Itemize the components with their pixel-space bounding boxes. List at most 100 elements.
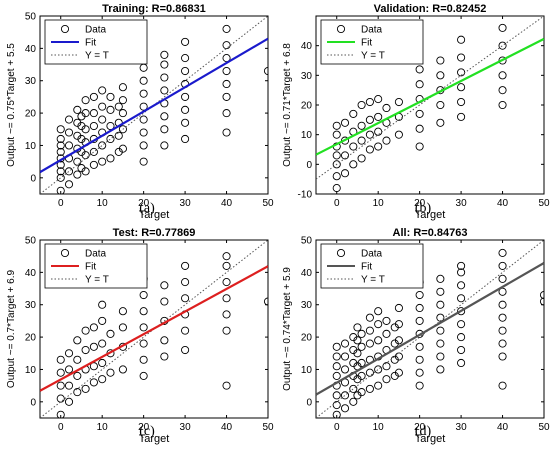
data-point: [498, 71, 507, 80]
data-point: [457, 345, 466, 355]
data-point: [64, 128, 74, 137]
data-point: [340, 352, 350, 361]
data-point: [374, 307, 383, 316]
chart-title: Training: R=0.86831: [102, 3, 206, 15]
data-point: [415, 381, 424, 390]
data-point: [98, 375, 107, 384]
data-point: [89, 92, 98, 101]
data-point: [332, 151, 341, 160]
data-point: [357, 342, 366, 351]
y-tick-label: 50: [25, 12, 37, 23]
data-point: [118, 365, 127, 374]
data-point: [365, 384, 374, 393]
data-point: [357, 136, 366, 145]
y-tick-label: 30: [25, 76, 37, 87]
data-point: [98, 316, 107, 325]
data-point: [160, 86, 169, 95]
data-point: [118, 96, 127, 105]
legend-data-marker: [336, 24, 346, 34]
y-tick-label: 10: [301, 130, 313, 141]
data-point: [498, 300, 507, 309]
data-point: [89, 362, 98, 371]
legend-data-marker: [60, 248, 70, 258]
data-point: [374, 112, 383, 121]
y-tick-label: 20: [25, 109, 37, 120]
chart-panel-1: 0 10 20 30 40 50 -10 0 10 20 30 40 Validation: R=0.8…: [282, 3, 550, 221]
data-point: [457, 53, 466, 62]
data-point: [357, 371, 366, 380]
data-point: [394, 336, 403, 345]
data-point: [436, 71, 445, 80]
data-point: [263, 297, 268, 306]
data-point: [415, 65, 424, 74]
chart-panel-0: 0 10 20 30 40 50 0 10 20 30 40 50 Training: R=0.8683…: [6, 3, 274, 221]
data-point: [332, 410, 341, 418]
data-point: [357, 329, 366, 338]
y-tick-label: 30: [301, 300, 313, 311]
data-point: [382, 316, 391, 325]
data-point: [114, 102, 123, 111]
x-axis-label: Target: [139, 433, 170, 445]
data-point: [365, 313, 374, 322]
y-tick-label: 40: [25, 44, 37, 55]
data-point: [498, 352, 507, 361]
data-point: [181, 105, 190, 114]
data-point: [222, 24, 231, 33]
data-point: [64, 365, 74, 374]
data-point: [457, 97, 466, 107]
data-point: [415, 142, 424, 151]
data-point: [498, 23, 507, 32]
data-point: [498, 248, 507, 257]
data-point: [106, 329, 115, 338]
data-point: [222, 128, 231, 137]
data-point: [139, 290, 148, 300]
y-tick-label: 10: [301, 365, 313, 376]
data-point: [73, 355, 82, 364]
data-point: [89, 160, 98, 169]
x-tick-label: 30: [456, 422, 468, 433]
data-point: [222, 294, 231, 303]
x-tick-label: 40: [221, 198, 233, 209]
data-point: [89, 109, 98, 118]
legend-data-marker: [60, 24, 70, 34]
chart-title: All: R=0.84763: [393, 227, 468, 239]
data-point: [357, 100, 366, 110]
data-point: [498, 41, 507, 50]
data-point: [139, 141, 148, 150]
y-tick-label: -10: [298, 190, 313, 201]
x-axis-label: Target: [415, 209, 446, 221]
data-point: [332, 391, 341, 400]
chart-panel-3: 0 10 20 30 40 50 0 10 20 30 40 50 All: R=0.84763 Targ…: [282, 227, 550, 445]
data-point: [222, 252, 231, 261]
data-point: [415, 80, 424, 89]
data-point: [98, 141, 107, 150]
data-point: [365, 368, 374, 377]
data-point: [332, 362, 341, 371]
data-point: [181, 278, 190, 287]
data-point: [181, 54, 190, 63]
data-point: [457, 112, 466, 121]
data-point: [436, 300, 445, 309]
y-axis-label: Output ~= 0.7*Target + 6.9: [6, 269, 17, 388]
data-point: [415, 342, 424, 351]
y-axis-label: Output ~= 0.75*Target + 5.5: [6, 43, 17, 167]
data-point: [160, 352, 169, 361]
data-point: [332, 352, 341, 361]
data-point: [118, 144, 127, 153]
data-point: [160, 281, 169, 290]
y-tick-label: 50: [25, 236, 37, 247]
data-point: [222, 278, 231, 287]
data-point: [98, 86, 107, 95]
data-point: [64, 381, 74, 390]
data-point: [349, 109, 358, 118]
data-point: [181, 261, 190, 270]
data-point: [56, 167, 65, 176]
data-point: [160, 50, 169, 59]
data-point: [457, 320, 466, 329]
y-tick-label: 0: [306, 397, 312, 408]
data-point: [56, 410, 65, 418]
data-point: [89, 342, 98, 351]
y-tick-label: 0: [306, 160, 312, 171]
data-point: [349, 142, 358, 151]
